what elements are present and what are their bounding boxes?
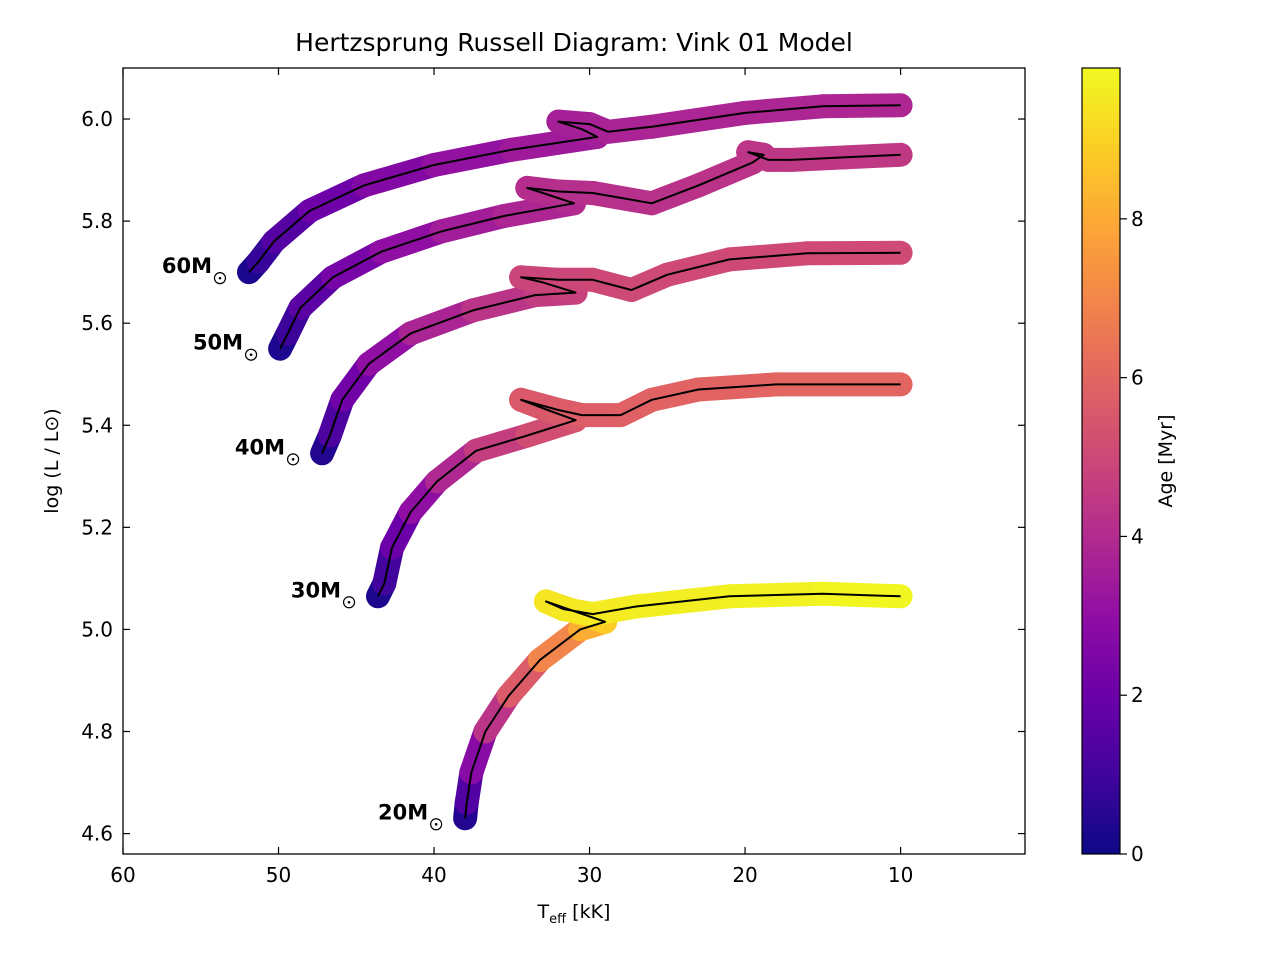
plot-frame: [122, 67, 1026, 855]
track-40M: [310, 240, 913, 466]
track-line: [248, 104, 901, 273]
x-axis: 60 50 40 30 20 10: [110, 68, 913, 887]
track-layer: [237, 93, 913, 831]
colorbar-tick-label: 6: [1131, 366, 1144, 390]
colorbar-tick-label: 4: [1131, 524, 1144, 548]
y-axis: 4.6 4.8 5.0 5.2 5.4 5.6 5.8 6.0: [81, 107, 1025, 846]
track-line: [377, 383, 901, 597]
mass-label: 30M: [291, 578, 341, 602]
track-30M: [366, 372, 913, 609]
mass-label: 50M: [193, 331, 243, 355]
solar-symbol-icon: [342, 596, 356, 609]
y-axis-label: log (L / L⊙): [41, 408, 63, 513]
colorbar-tick-label: 0: [1131, 842, 1144, 866]
y-tick-label: 4.6: [81, 822, 113, 846]
solar-symbol-dot: [347, 600, 351, 604]
colorbar-label: Age [Myr]: [1155, 414, 1177, 507]
solar-symbol-icon: [430, 818, 443, 831]
chart-title: Hertzsprung Russell Diagram: Vink 01 Mod…: [295, 28, 853, 57]
mass-label: 20M: [378, 800, 428, 824]
solar-symbol-dot: [434, 822, 438, 826]
solar-symbol-icon: [244, 348, 258, 361]
solar-symbol-icon: [213, 272, 227, 285]
y-tick-label: 5.6: [81, 311, 113, 335]
track-50M: [268, 140, 913, 361]
x-axis-label-subscript: eff: [549, 912, 567, 927]
x-tick-label: 50: [266, 863, 291, 887]
track-line: [464, 592, 901, 819]
track-60M: [237, 93, 913, 285]
x-tick-label: 10: [888, 863, 913, 887]
mass-label: 60M: [162, 254, 212, 278]
mass-label-layer: 20M 30M 40M 50M 60M: [162, 254, 443, 831]
mass-label: 40M: [235, 435, 285, 459]
x-tick-label: 40: [421, 863, 446, 887]
colorbar-axis: 0 2 4 6 8: [1120, 207, 1144, 866]
colorbar: [1081, 67, 1121, 855]
track-20M: [453, 581, 913, 831]
y-tick-label: 6.0: [81, 107, 113, 131]
solar-symbol-dot: [291, 458, 295, 461]
solar-symbol-dot: [249, 353, 253, 357]
x-axis-label-unit: [kK]: [566, 901, 610, 923]
y-tick-label: 5.8: [81, 209, 113, 233]
y-tick-label: 5.0: [81, 617, 113, 641]
colorbar-tick-label: 2: [1131, 683, 1144, 707]
solar-symbol-dot: [218, 276, 222, 280]
solar-symbol-icon: [286, 453, 300, 466]
colorbar-tick-label: 8: [1131, 207, 1144, 231]
x-tick-label: 60: [110, 863, 135, 887]
track-line: [321, 251, 901, 454]
y-tick-label: 5.4: [81, 413, 113, 437]
x-axis-label: Teff [kK]: [537, 901, 611, 927]
x-tick-label: 20: [732, 863, 757, 887]
track-line: [279, 151, 901, 350]
y-tick-label: 4.8: [81, 720, 113, 744]
y-tick-label: 5.2: [81, 515, 113, 539]
x-tick-label: 30: [577, 863, 602, 887]
